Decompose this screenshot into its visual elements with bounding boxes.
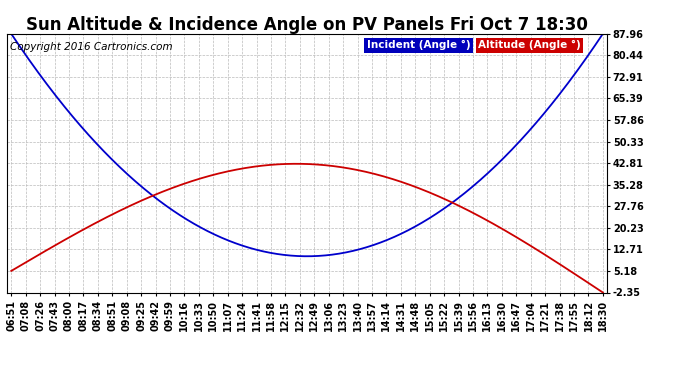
Title: Sun Altitude & Incidence Angle on PV Panels Fri Oct 7 18:30: Sun Altitude & Incidence Angle on PV Pan… bbox=[26, 16, 588, 34]
Text: Altitude (Angle °): Altitude (Angle °) bbox=[478, 40, 581, 50]
Text: Incident (Angle °): Incident (Angle °) bbox=[367, 40, 471, 50]
Text: Copyright 2016 Cartronics.com: Copyright 2016 Cartronics.com bbox=[10, 42, 172, 51]
